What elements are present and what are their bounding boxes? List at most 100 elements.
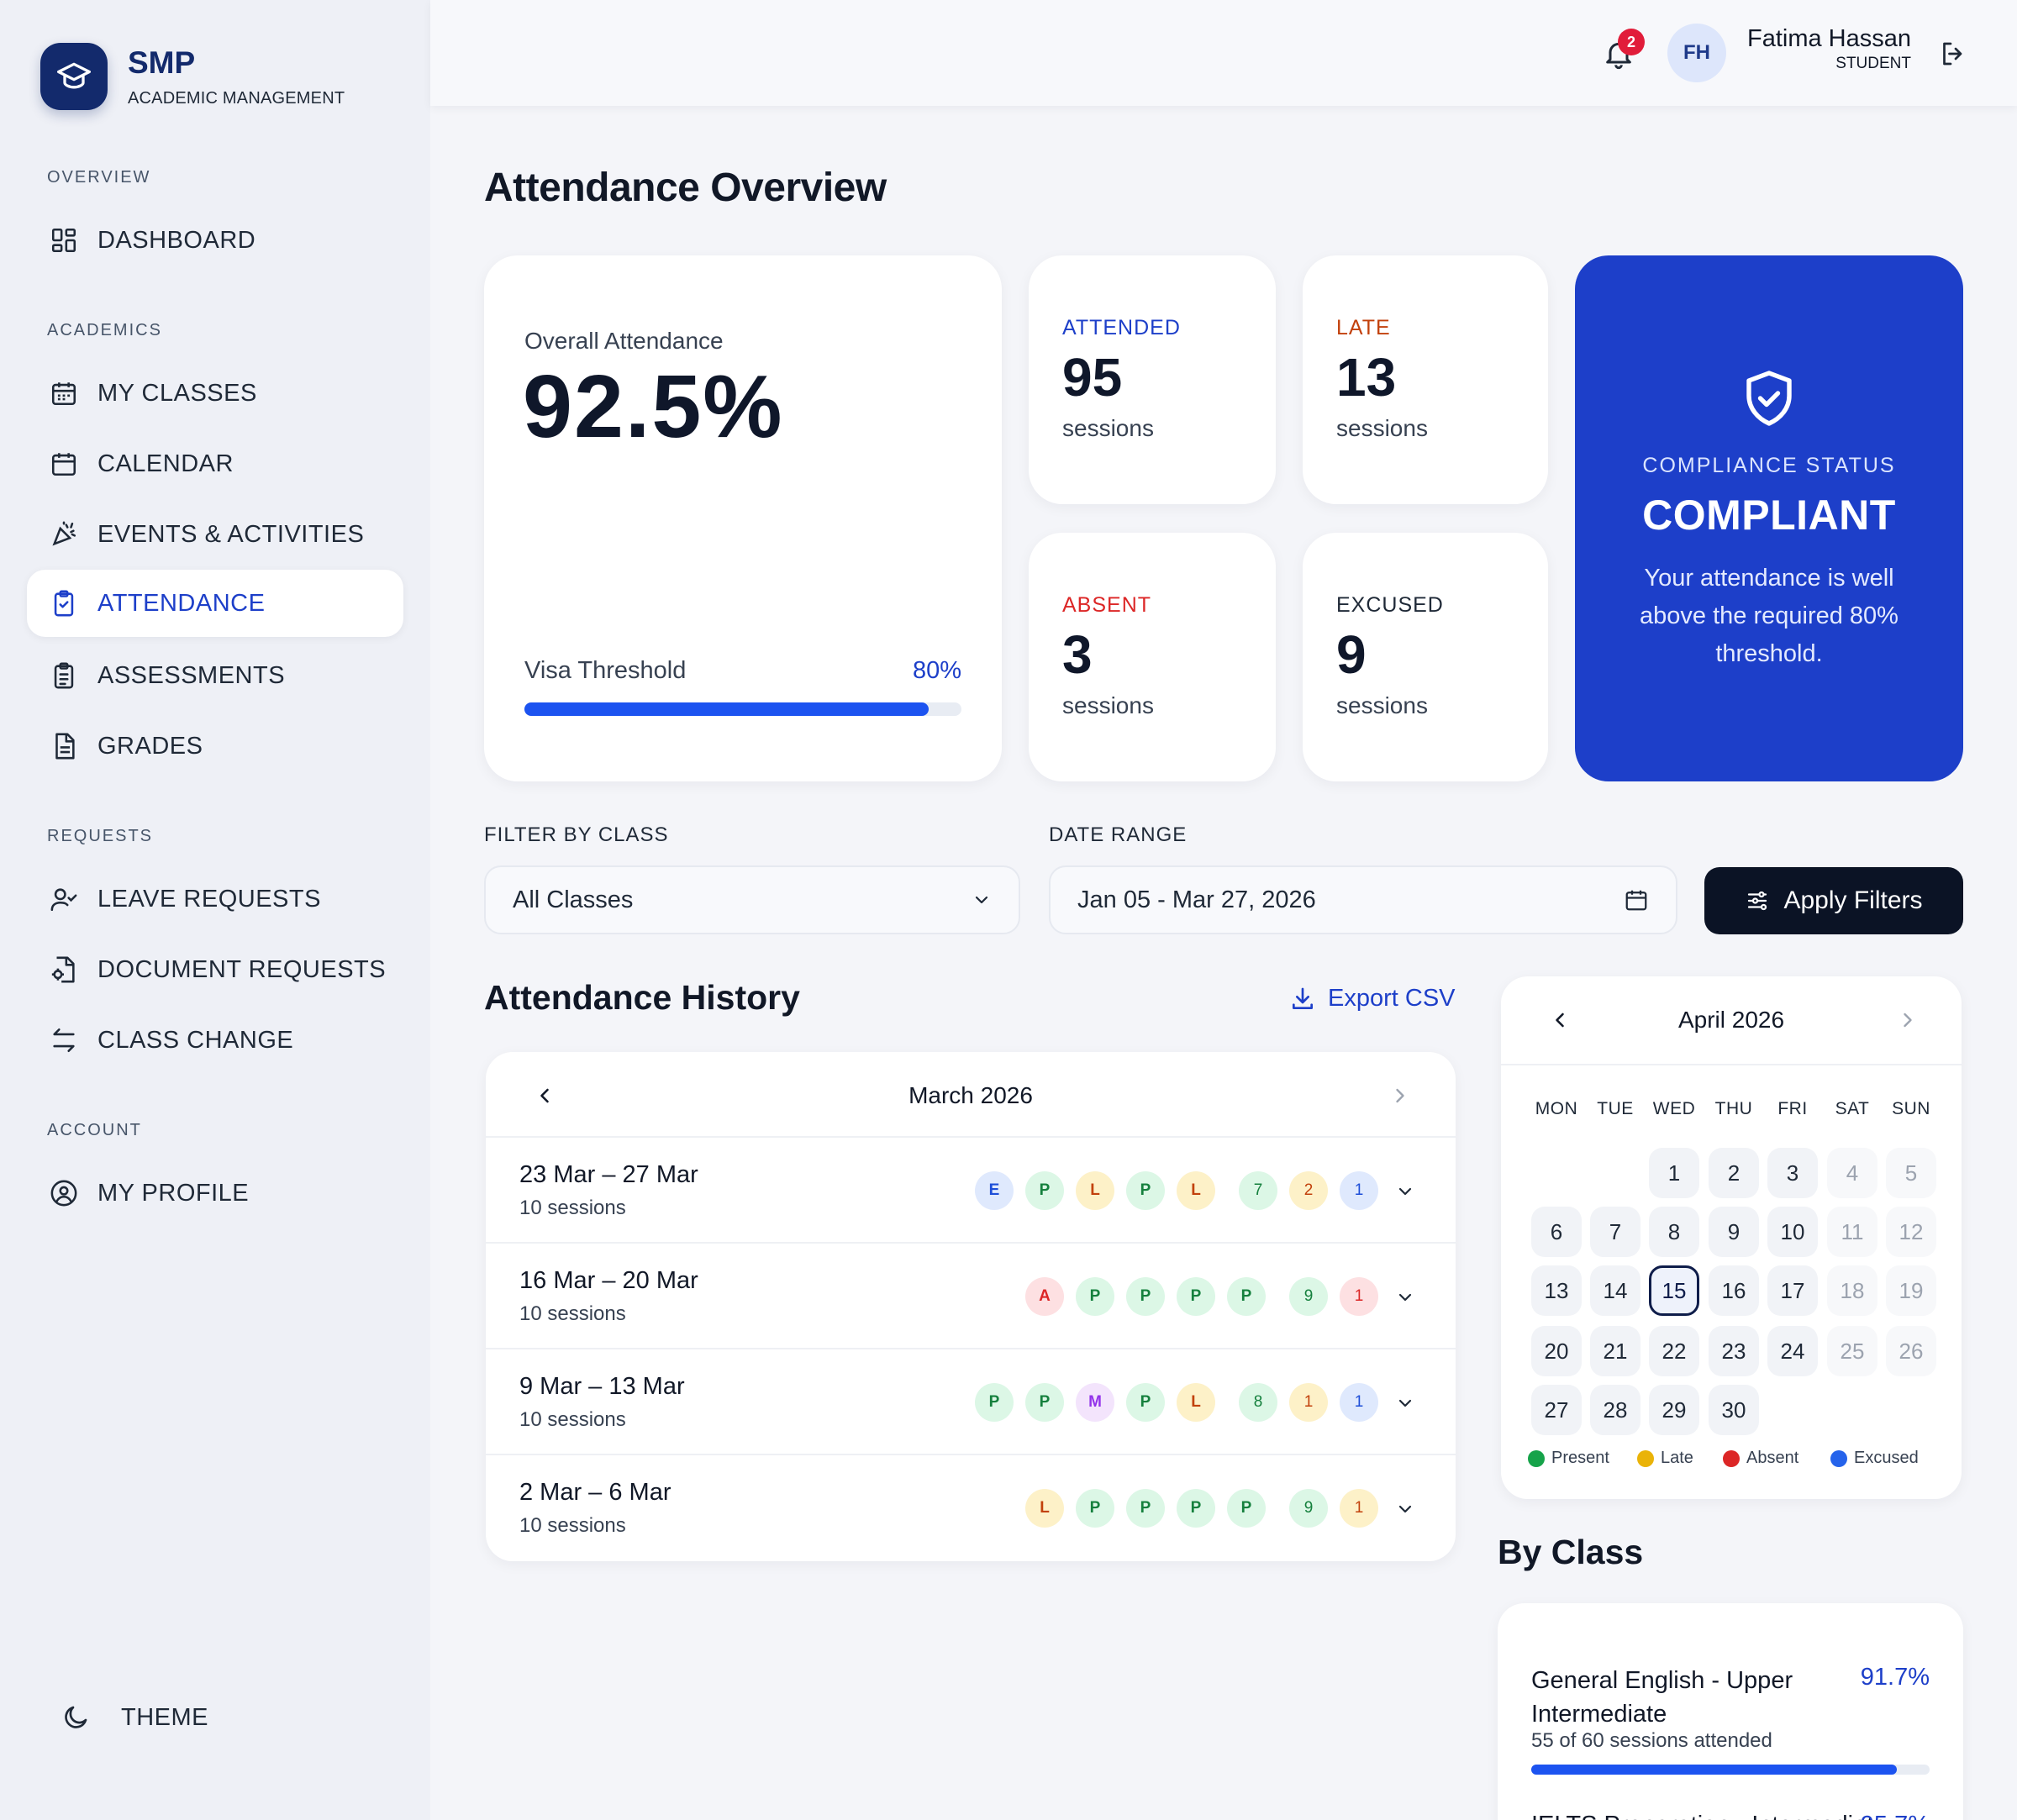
calendar-day[interactable]: 1 [1649, 1148, 1699, 1198]
sidebar-item-label: GRADES [97, 732, 203, 760]
calendar-day[interactable]: 15 [1649, 1265, 1699, 1316]
calendar-day[interactable]: 7 [1590, 1207, 1640, 1257]
day-status-chip[interactable]: P [1177, 1277, 1215, 1316]
sidebar-item-my-profile[interactable]: MY PROFILE [27, 1160, 403, 1227]
export-csv-button[interactable]: Export CSV [1289, 985, 1456, 1013]
day-status-chip[interactable]: P [1076, 1489, 1114, 1528]
chevron-right-icon[interactable] [1896, 1008, 1920, 1032]
sidebar-item-my-classes[interactable]: MY CLASSES [27, 360, 403, 427]
calendar-day[interactable]: 3 [1767, 1148, 1818, 1198]
party-popper-icon [47, 518, 81, 551]
calendar-day[interactable]: 29 [1649, 1385, 1699, 1435]
sidebar-item-calendar[interactable]: CALENDAR [27, 430, 403, 497]
sidebar-item-attendance[interactable]: ATTENDANCE [27, 570, 403, 637]
graduation-cap-icon[interactable] [40, 43, 108, 110]
chevron-right-icon[interactable] [1388, 1084, 1412, 1107]
day-status-chip[interactable]: L [1177, 1383, 1215, 1422]
calendar-day[interactable]: 25 [1827, 1326, 1877, 1376]
sidebar-item-dashboard[interactable]: DASHBOARD [27, 207, 403, 274]
class-percent: 91.7% [1860, 1664, 1930, 1691]
calendar-day[interactable]: 11 [1827, 1207, 1877, 1257]
class-select[interactable]: All Classes [484, 865, 1020, 934]
sidebar-item-label: ATTENDANCE [97, 589, 266, 617]
calendar-day[interactable]: 18 [1827, 1265, 1877, 1316]
sidebar-item-leave-requests[interactable]: LEAVE REQUESTS [27, 865, 403, 933]
day-status-chip[interactable]: A [1025, 1277, 1064, 1316]
history-week-row[interactable]: 2 Mar – 6 Mar 10 sessions L P P P P 9 1 [486, 1455, 1456, 1561]
calendar-day[interactable]: 14 [1590, 1265, 1640, 1316]
calendar-day[interactable]: 9 [1709, 1207, 1759, 1257]
calendar-day[interactable]: 16 [1709, 1265, 1759, 1316]
calendar-day[interactable]: 28 [1590, 1385, 1640, 1435]
calendar-day[interactable]: 12 [1886, 1207, 1936, 1257]
calendar-day[interactable]: 26 [1886, 1326, 1936, 1376]
calendar-day[interactable]: 5 [1886, 1148, 1936, 1198]
calendar-day[interactable]: 21 [1590, 1326, 1640, 1376]
calendar-day[interactable]: 24 [1767, 1326, 1818, 1376]
avatar[interactable]: FH [1667, 24, 1726, 82]
day-status-chip[interactable]: P [975, 1383, 1014, 1422]
legend-dot [1528, 1449, 1545, 1467]
threshold-label: Visa Threshold [524, 657, 687, 684]
mini-calendar: April 2026 MON TUE WED THU FRI SAT SUN 1 2 3 4 5 6 7 8… [1501, 976, 1962, 1499]
day-status-chip[interactable]: P [1227, 1277, 1266, 1316]
day-status-chip[interactable]: P [1177, 1489, 1215, 1528]
history-week-row[interactable]: 23 Mar – 27 Mar 10 sessions E P L P L 7 2 1 [486, 1138, 1456, 1244]
calendar-day[interactable]: 13 [1531, 1265, 1582, 1316]
history-week-row[interactable]: 16 Mar – 20 Mar 10 sessions A P P P P 9 1 [486, 1244, 1456, 1349]
section-requests: REQUESTS [47, 827, 154, 845]
by-class-card: General English - Upper Intermediate 91.… [1498, 1603, 1963, 1820]
day-status-chip[interactable]: P [1025, 1171, 1064, 1210]
day-status-chip[interactable]: P [1227, 1489, 1266, 1528]
calendar-day[interactable]: 4 [1827, 1148, 1877, 1198]
day-status-chip[interactable]: M [1076, 1383, 1114, 1422]
calendar-day[interactable]: 17 [1767, 1265, 1818, 1316]
calendar-day[interactable]: 30 [1709, 1385, 1759, 1435]
calendar-month-header: April 2026 [1501, 976, 1962, 1065]
sidebar-item-grades[interactable]: GRADES [27, 713, 403, 780]
chevron-down-icon[interactable] [1395, 1499, 1415, 1519]
weekday-header: WED [1652, 1099, 1696, 1118]
date-range-input[interactable]: Jan 05 - Mar 27, 2026 [1049, 865, 1677, 934]
day-status-chip[interactable]: P [1126, 1171, 1165, 1210]
week-sessions: 10 sessions [519, 1408, 626, 1431]
history-week-row[interactable]: 9 Mar – 13 Mar 10 sessions P P M P L 8 1 1 [486, 1349, 1456, 1455]
status-count-chip: 7 [1239, 1171, 1277, 1210]
chevron-down-icon[interactable] [1395, 1393, 1415, 1413]
day-status-chip[interactable]: L [1025, 1489, 1064, 1528]
day-status-chip[interactable]: P [1126, 1489, 1165, 1528]
legend-dot [1830, 1449, 1847, 1467]
calendar-day[interactable]: 10 [1767, 1207, 1818, 1257]
calendar-day[interactable]: 8 [1649, 1207, 1699, 1257]
day-status-chip[interactable]: P [1076, 1277, 1114, 1316]
sidebar-item-document-requests[interactable]: DOCUMENT REQUESTS [27, 936, 403, 1003]
sidebar-item-class-change[interactable]: CLASS CHANGE [27, 1007, 403, 1074]
chevron-down-icon[interactable] [1395, 1181, 1415, 1202]
user-role: STUDENT [1835, 55, 1911, 72]
theme-toggle[interactable]: THEME [61, 1702, 208, 1733]
class-select-value: All Classes [513, 886, 634, 913]
logout-icon[interactable] [1938, 39, 1968, 69]
chevron-left-icon[interactable] [533, 1084, 556, 1107]
calendar-day[interactable]: 19 [1886, 1265, 1936, 1316]
sidebar: SMP ACADEMIC MANAGEMENT OVERVIEW DASHBOA… [0, 0, 430, 1820]
sidebar-item-events[interactable]: EVENTS & ACTIVITIES [27, 501, 403, 568]
day-status-chip[interactable]: P [1025, 1383, 1064, 1422]
day-status-chip[interactable]: L [1177, 1171, 1215, 1210]
day-status-chip[interactable]: P [1126, 1277, 1165, 1316]
day-status-chip[interactable]: E [975, 1171, 1014, 1210]
sidebar-item-label: EVENTS & ACTIVITIES [97, 520, 365, 548]
calendar-day[interactable]: 22 [1649, 1326, 1699, 1376]
chevron-left-icon[interactable] [1548, 1008, 1572, 1032]
chevron-down-icon[interactable] [1395, 1287, 1415, 1307]
sidebar-item-assessments[interactable]: ASSESSMENTS [27, 642, 403, 709]
apply-filters-button[interactable]: Apply Filters [1704, 867, 1963, 934]
calendar-day[interactable]: 23 [1709, 1326, 1759, 1376]
by-class-title: By Class [1498, 1533, 1644, 1571]
calendar-day[interactable]: 6 [1531, 1207, 1582, 1257]
calendar-day[interactable]: 27 [1531, 1385, 1582, 1435]
day-status-chip[interactable]: P [1126, 1383, 1165, 1422]
calendar-day[interactable]: 2 [1709, 1148, 1759, 1198]
day-status-chip[interactable]: L [1076, 1171, 1114, 1210]
calendar-day[interactable]: 20 [1531, 1326, 1582, 1376]
